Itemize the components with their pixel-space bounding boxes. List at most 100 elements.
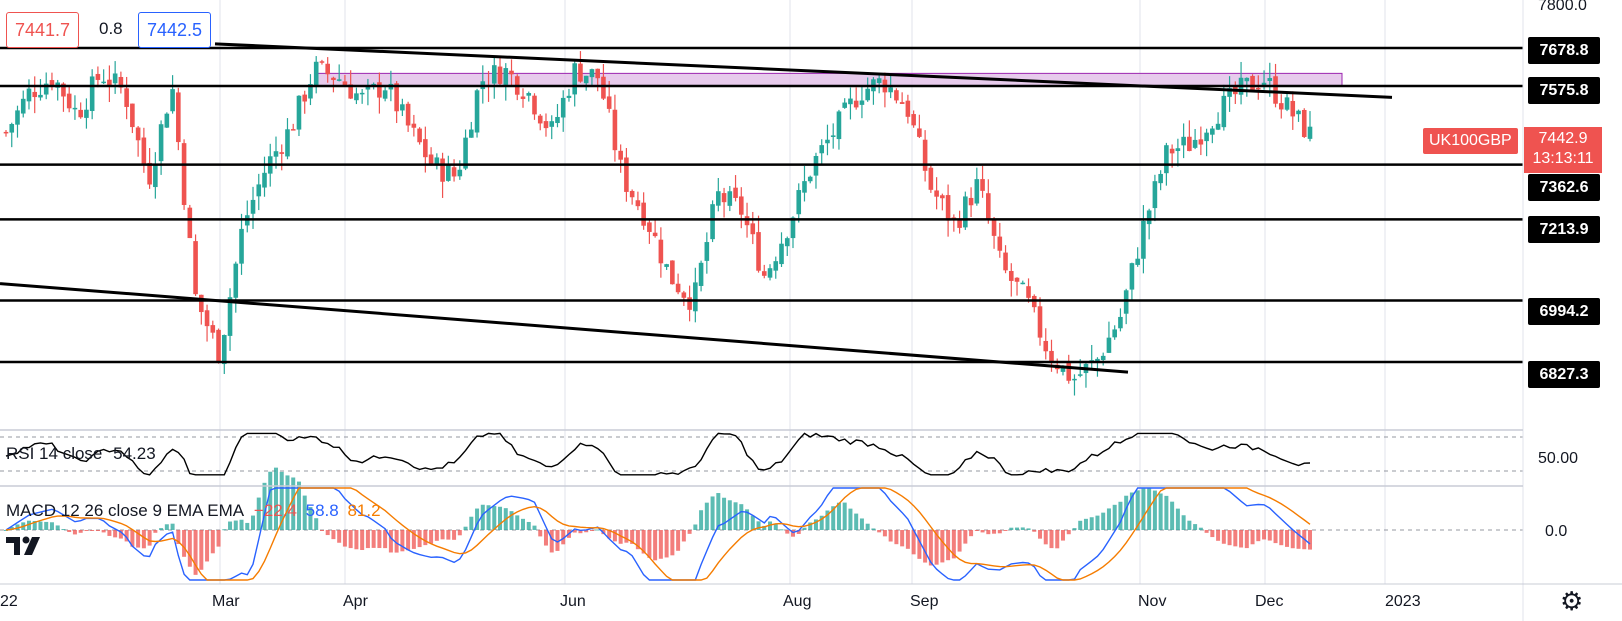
candle-body <box>693 282 698 312</box>
candle-body <box>687 297 692 310</box>
macd-histogram-bar <box>251 515 256 530</box>
macd-panel <box>0 467 1523 581</box>
macd-histogram-bar <box>193 530 198 575</box>
candle-body <box>974 179 980 204</box>
candle-body <box>1014 277 1020 282</box>
macd-histogram-bar <box>325 530 330 536</box>
macd-histogram-bar <box>1101 512 1106 530</box>
last-price-tag: 7442.9 13:13:11 <box>1524 127 1602 173</box>
macd-histogram-bar <box>831 506 836 530</box>
macd-histogram-bar <box>205 530 210 562</box>
candle-body <box>830 135 836 137</box>
macd-histogram-bar <box>182 530 187 557</box>
macd-histogram-bar <box>595 529 600 531</box>
macd-value-macd: −22.4 <box>253 501 297 520</box>
time-axis[interactable]: 22 Mar Apr Jun Aug Sep Nov Dec 2023 <box>0 593 1421 610</box>
macd-histogram-bar <box>865 523 870 530</box>
macd-histogram-bar <box>848 508 853 530</box>
macd-histogram-bar <box>882 530 887 537</box>
macd-histogram-bar <box>676 530 681 551</box>
macd-histogram-bar <box>337 530 342 543</box>
macd-histogram-bar <box>1244 530 1249 549</box>
candle-body <box>1095 358 1100 363</box>
candle-body <box>423 139 428 158</box>
macd-histogram-bar <box>917 530 922 559</box>
macd-histogram-bar <box>1273 530 1278 544</box>
candle-body <box>773 261 779 271</box>
candle-body <box>520 96 526 99</box>
candle-body <box>560 97 566 118</box>
macd-histogram-bar <box>95 530 100 531</box>
candle-body <box>572 63 578 95</box>
macd-histogram-bar <box>618 530 623 544</box>
macd-histogram-bar <box>538 530 543 537</box>
bar-countdown: 13:13:11 <box>1532 150 1594 167</box>
candle-body <box>1307 126 1313 139</box>
candle-body <box>790 217 796 239</box>
macd-histogram-bar <box>1239 530 1244 548</box>
macd-histogram-bar <box>480 504 485 530</box>
candle-body <box>26 88 32 102</box>
candle-body <box>227 297 233 336</box>
gear-icon[interactable]: ⚙ <box>1560 586 1584 616</box>
macd-histogram-bar <box>383 530 388 549</box>
candle-body <box>95 73 101 80</box>
macd-histogram-bar <box>314 518 319 530</box>
candle-body <box>721 193 727 203</box>
macd-histogram-bar <box>1015 527 1020 530</box>
macd-histogram-bar <box>360 530 365 551</box>
macd-histogram-bar <box>61 529 66 531</box>
candle-body <box>1106 337 1112 353</box>
macd-histogram-bar <box>32 521 37 530</box>
candle-body <box>124 88 129 107</box>
macd-histogram-bar <box>406 530 411 551</box>
candle-body <box>1221 95 1227 128</box>
tradingview-logo-icon[interactable] <box>4 531 48 561</box>
macd-histogram-bar <box>26 520 31 530</box>
macd-histogram-bar <box>1152 490 1157 530</box>
macd-histogram-bar <box>15 524 20 530</box>
candle-body <box>101 81 106 84</box>
macd-histogram-bar <box>1290 530 1295 549</box>
level-label-7362: 7362.6 <box>1528 174 1600 201</box>
macd-histogram-bar <box>153 530 158 533</box>
candle-body <box>313 61 319 87</box>
candle-body <box>1296 110 1301 115</box>
candle-body <box>285 129 290 157</box>
candle-body <box>336 79 342 81</box>
macd-histogram-bar <box>273 467 278 530</box>
candle-body <box>181 143 187 205</box>
macd-histogram-bar <box>452 530 457 540</box>
macd-histogram-bar <box>348 530 353 549</box>
rsi-legend[interactable]: RSI 14 close 54.23 <box>6 444 156 464</box>
macd-histogram-bar <box>78 530 83 533</box>
candle-body <box>601 76 606 99</box>
candle-body <box>807 176 813 182</box>
macd-histogram-bar <box>796 530 801 534</box>
macd-histogram-bar <box>429 530 434 544</box>
candle-body <box>250 199 256 214</box>
macd-legend[interactable]: MACD 12 26 close 9 EMA EMA −22.4 58.8 81… <box>6 501 381 521</box>
macd-histogram-bar <box>572 530 577 533</box>
ask-price-button[interactable]: 7442.5 <box>138 12 212 48</box>
candle-body <box>922 139 928 171</box>
macd-histogram-bar <box>750 515 755 530</box>
candle-body <box>589 69 595 78</box>
macd-histogram-bar <box>842 502 847 530</box>
macd-histogram-bar <box>291 477 296 530</box>
candle-body <box>141 137 147 166</box>
macd-histogram-bar <box>1038 530 1043 539</box>
candle-body <box>394 83 399 112</box>
time-axis-label: Jun <box>560 593 586 610</box>
candle-body <box>670 260 675 285</box>
candle-body <box>532 95 537 115</box>
bid-price-button[interactable]: 7441.7 <box>6 12 80 48</box>
macd-histogram-bar <box>1262 530 1267 540</box>
candle-body <box>957 220 962 228</box>
macd-histogram-bar <box>1026 528 1031 530</box>
macd-histogram-bar <box>808 522 813 530</box>
macd-histogram-bar <box>44 521 49 530</box>
macd-histogram-bar <box>1043 530 1048 545</box>
macd-histogram-bar <box>1181 515 1186 530</box>
